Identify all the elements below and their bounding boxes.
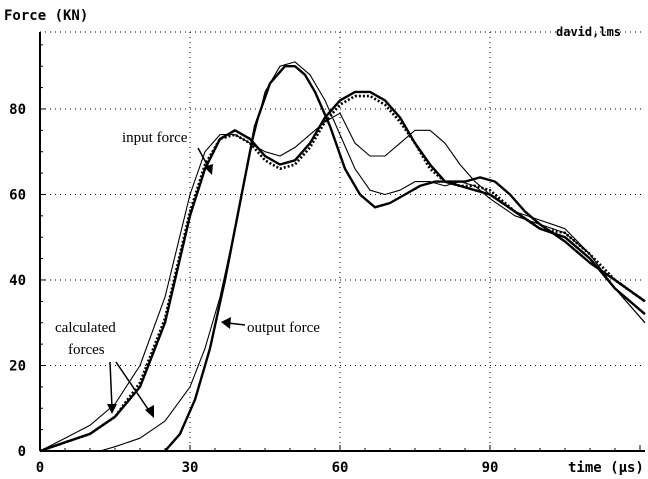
x-tick-label-60: 60 [332,460,349,476]
y-tick-label-80: 80 [9,102,26,118]
series-line-3 [39,112,646,452]
arrow-output-force [227,322,246,326]
y-axis-label: Force (KN) [4,8,88,24]
arrowhead-output-force [221,317,231,329]
series-lines [39,61,646,453]
x-axis-label: time (µs) [568,460,644,476]
annotation-calculated-line1: calculated [55,320,116,336]
annotation-output-force: output force [247,320,320,336]
arrow-calculated-2 [115,361,151,413]
arrowhead-calculated-2 [145,405,154,418]
arrowhead-input-force [204,164,213,175]
annotation-input-force: input force [122,130,188,146]
series-line-5 [99,61,646,452]
y-tick-label-0: 0 [18,444,26,460]
y-tick-label-40: 40 [9,273,26,289]
tick-labels: 0 30 60 90 0 20 40 60 80 [9,102,498,476]
grid-lines [40,32,645,451]
axes [39,31,645,452]
y-tick-label-60: 60 [9,187,26,203]
x-tick-label-30: 30 [182,460,199,476]
x-tick-label-0: 0 [36,460,44,476]
corner-label: david,lms [556,25,621,39]
annotation-calculated-line2: forces [68,342,105,358]
arrowhead-calculated-1 [107,404,117,414]
x-tick-label-90: 90 [482,460,499,476]
arrow-calculated-1 [109,361,113,409]
annotations: input force output force calculated forc… [55,130,320,418]
y-tick-label-20: 20 [9,358,26,374]
